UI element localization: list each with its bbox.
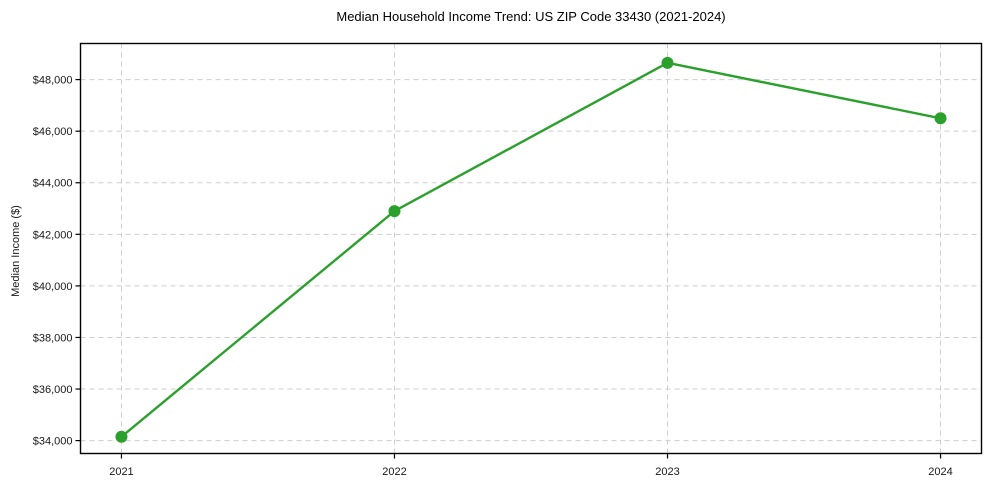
chart-title: Median Household Income Trend: US ZIP Co… [336, 9, 726, 24]
y-tick-label: $36,000 [33, 384, 73, 396]
x-tick-label: 2022 [382, 466, 406, 478]
y-tick-label: $42,000 [33, 229, 73, 241]
y-tick-label: $34,000 [33, 436, 73, 448]
y-tick-label: $48,000 [33, 75, 73, 87]
data-point-2022 [388, 205, 401, 218]
y-tick-label: $46,000 [33, 126, 73, 138]
data-point-2021 [115, 430, 128, 443]
data-point-2023 [661, 56, 674, 69]
data-point-2024 [934, 112, 947, 125]
x-tick-label: 2024 [928, 466, 952, 478]
x-tick-label: 2023 [655, 466, 679, 478]
income-trend-line [120, 61, 942, 438]
axes-frame [79, 42, 983, 455]
y-tick-label: $44,000 [33, 178, 73, 190]
y-tick-label: $40,000 [33, 281, 73, 293]
y-tick-label: $38,000 [33, 332, 73, 344]
x-tick-label: 2021 [109, 466, 133, 478]
